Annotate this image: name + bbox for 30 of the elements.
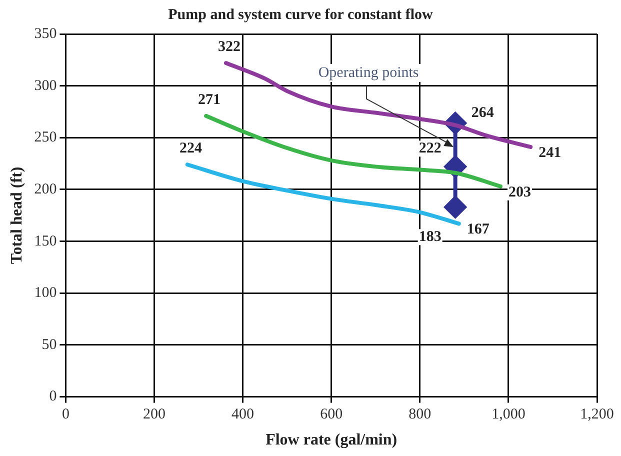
data-label: 224 xyxy=(179,140,202,156)
x-tick-label: 0 xyxy=(62,406,70,423)
y-tick-label: 250 xyxy=(34,130,57,146)
y-tick-label: 150 xyxy=(34,233,57,250)
data-label: 167 xyxy=(466,222,490,238)
x-tick-label: 800 xyxy=(408,406,432,423)
y-tick-label: 0 xyxy=(49,388,57,405)
y-tick-label: 100 xyxy=(34,285,57,302)
x-tick-label: 400 xyxy=(232,406,254,423)
x-tick-label: 200 xyxy=(143,406,166,423)
y-tick-label: 300 xyxy=(34,78,57,94)
y-tick-label: 200 xyxy=(34,181,57,198)
point xyxy=(444,196,466,218)
data-label: 264 xyxy=(471,105,494,122)
y-axis-title: Total head (ft) xyxy=(8,166,26,264)
y-tick-label: 350 xyxy=(34,26,57,42)
y-tick-label: 50 xyxy=(42,336,57,353)
x-tick-label: 1,200 xyxy=(580,406,614,423)
data-label: 203 xyxy=(508,184,531,200)
x-tick-label: 1,000 xyxy=(492,406,526,423)
data-label: 222 xyxy=(418,140,442,157)
data-label: 183 xyxy=(418,228,442,245)
x-tick-label: 600 xyxy=(320,406,343,423)
data-label: 271 xyxy=(198,92,221,108)
annotation: Operating points xyxy=(318,64,419,81)
data-label: 322 xyxy=(218,38,240,55)
chart-title: Pump and system curve for constant flow xyxy=(168,6,434,23)
x-axis-title: Flow rate (gal/min) xyxy=(266,432,398,449)
data-label: 241 xyxy=(538,144,562,161)
line-series xyxy=(185,162,461,226)
